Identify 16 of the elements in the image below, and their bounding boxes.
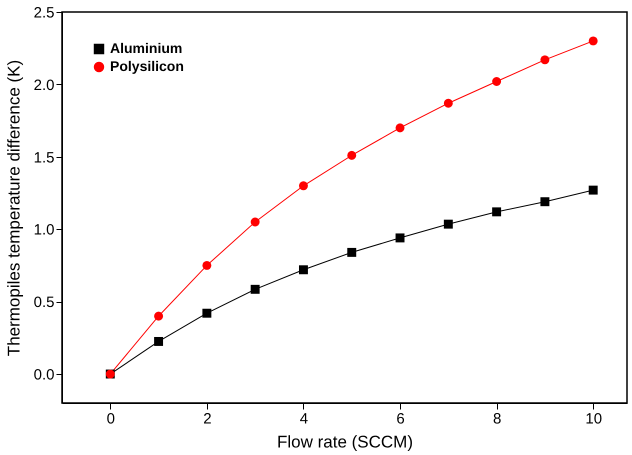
y-tick-label: 1.0: [34, 222, 54, 239]
x-tick-label: 2: [203, 410, 212, 428]
legend-label: Aluminium: [110, 40, 182, 56]
x-axis-title: Flow rate (SCCM): [276, 432, 414, 452]
x-tick-label: 8: [492, 410, 502, 428]
y-tick-label: 2.5: [34, 4, 54, 22]
y-axis-title: Thermopiles temperature difference (K): [4, 60, 24, 356]
y-tick-label: 2.0: [34, 76, 54, 94]
x-tick-label: 6: [396, 410, 405, 428]
x-tick-label: 4: [300, 410, 308, 428]
y-tick-label: 0.5: [34, 294, 54, 312]
x-tick-label: 10: [585, 410, 602, 428]
y-tick-label: 0.0: [34, 366, 54, 384]
y-tick-label: 1.5: [34, 149, 54, 166]
x-tick-label: 0: [106, 410, 115, 428]
legend-label: Polysilicon: [110, 58, 184, 74]
